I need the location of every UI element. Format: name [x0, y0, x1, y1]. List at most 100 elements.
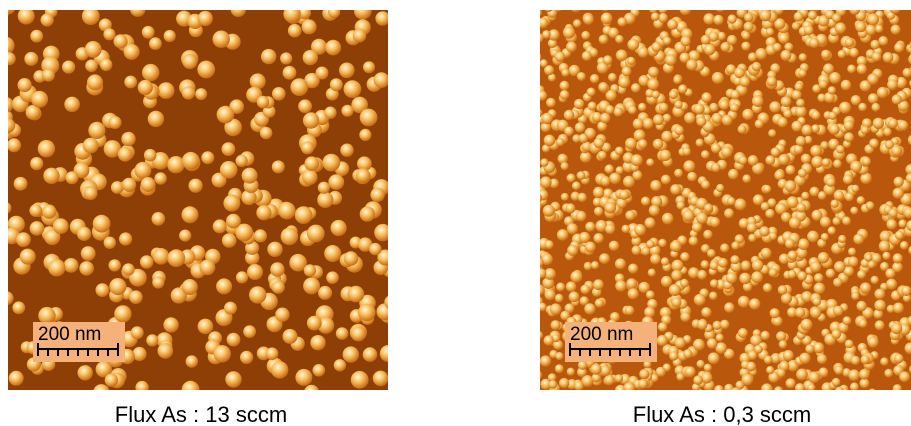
- island: [197, 10, 213, 27]
- island: [725, 272, 738, 284]
- island: [742, 282, 753, 292]
- island: [703, 106, 711, 115]
- island: [751, 271, 763, 284]
- island: [108, 259, 121, 272]
- island: [226, 332, 241, 347]
- island: [556, 282, 566, 292]
- island: [374, 223, 388, 242]
- island: [886, 304, 895, 313]
- island: [317, 317, 335, 334]
- island: [42, 204, 57, 219]
- island: [657, 322, 668, 332]
- island: [547, 373, 557, 382]
- island: [741, 41, 751, 51]
- island: [182, 53, 198, 70]
- island: [703, 44, 716, 56]
- island: [605, 105, 615, 115]
- island: [765, 27, 775, 36]
- island: [554, 364, 564, 374]
- island: [734, 198, 747, 211]
- island: [739, 272, 751, 285]
- island: [900, 193, 911, 206]
- island: [650, 253, 661, 265]
- island: [567, 244, 579, 256]
- island: [108, 116, 122, 129]
- island: [287, 23, 302, 38]
- island: [226, 213, 241, 229]
- island: [827, 86, 837, 95]
- island: [856, 300, 867, 312]
- island: [831, 329, 842, 340]
- island: [723, 348, 735, 360]
- island: [540, 10, 543, 17]
- island: [40, 13, 54, 27]
- island: [820, 233, 829, 241]
- island: [342, 346, 359, 363]
- island: [38, 306, 56, 325]
- island: [359, 108, 378, 127]
- island: [795, 105, 807, 118]
- island: [768, 232, 778, 241]
- island: [25, 104, 41, 120]
- island: [796, 98, 805, 108]
- island: [339, 62, 355, 79]
- island: [743, 21, 754, 32]
- island: [892, 187, 904, 199]
- island: [709, 216, 720, 228]
- island: [684, 366, 696, 378]
- island: [352, 28, 367, 43]
- island: [570, 270, 583, 283]
- island: [700, 244, 710, 253]
- island: [850, 160, 862, 173]
- island: [847, 256, 859, 268]
- island: [679, 52, 691, 64]
- island: [662, 36, 672, 46]
- island: [379, 345, 388, 362]
- island: [905, 164, 911, 176]
- island: [862, 156, 871, 166]
- island: [29, 204, 43, 218]
- island: [763, 185, 772, 194]
- island: [179, 229, 192, 242]
- island: [887, 79, 898, 90]
- island: [259, 126, 273, 140]
- island: [294, 206, 313, 225]
- island: [765, 208, 775, 219]
- island: [893, 176, 904, 187]
- island: [651, 196, 663, 208]
- island: [834, 365, 844, 375]
- island: [707, 352, 720, 365]
- island: [693, 375, 703, 386]
- island: [650, 12, 660, 21]
- island: [627, 56, 636, 65]
- island: [898, 219, 907, 228]
- island: [541, 112, 553, 125]
- island: [37, 140, 56, 158]
- island: [803, 25, 814, 36]
- island: [680, 252, 690, 262]
- island: [262, 105, 276, 118]
- island: [844, 339, 854, 349]
- island: [540, 355, 552, 367]
- island: [581, 30, 591, 40]
- island: [103, 28, 116, 41]
- island: [8, 52, 16, 66]
- island: [825, 268, 836, 279]
- island: [8, 118, 16, 134]
- island: [811, 110, 821, 120]
- island: [709, 102, 719, 112]
- island: [146, 334, 159, 347]
- island: [808, 371, 820, 384]
- island: [29, 221, 45, 236]
- island: [829, 72, 841, 84]
- island: [632, 170, 643, 181]
- island: [608, 72, 617, 82]
- island: [560, 192, 569, 201]
- island: [584, 241, 596, 253]
- island: [850, 95, 861, 106]
- island: [608, 27, 619, 39]
- island: [791, 21, 801, 31]
- scale-bar: 200 nm: [565, 322, 657, 362]
- island: [241, 189, 257, 206]
- island: [295, 368, 313, 386]
